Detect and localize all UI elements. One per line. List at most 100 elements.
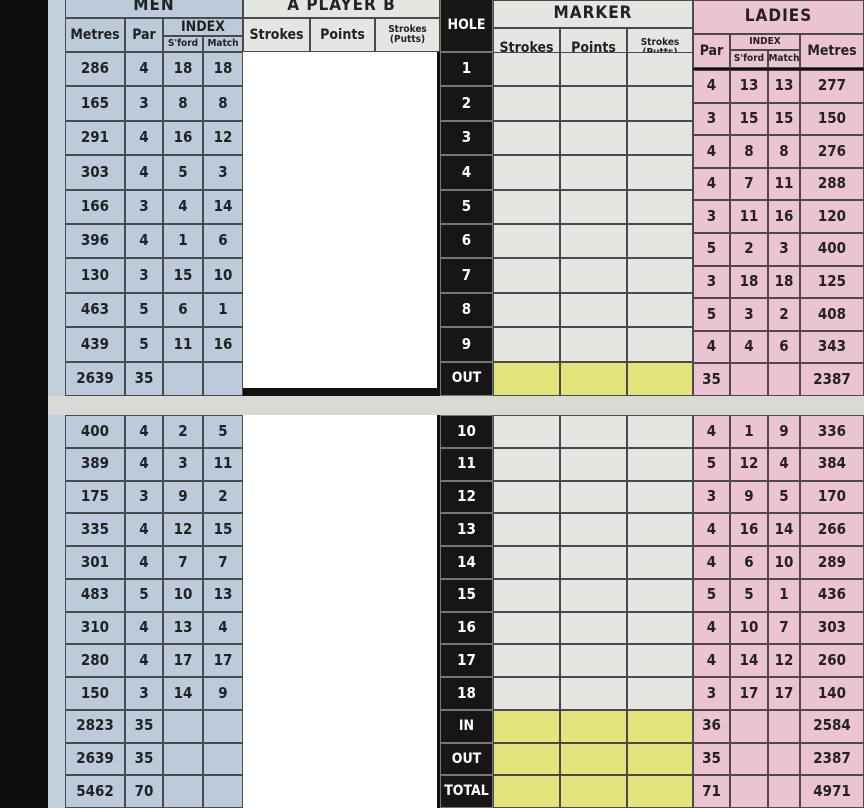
ladies-cell: 4 [693, 70, 730, 103]
hole-number: 18 [440, 677, 493, 710]
ladies-cell: 17 [768, 677, 800, 710]
ladies-cell: 8 [768, 135, 800, 168]
men-cell: 3 [163, 447, 203, 481]
marker-cell [627, 155, 693, 190]
ladies-total: 2387 [800, 363, 864, 396]
ladies-cell: 140 [800, 677, 864, 710]
ladies-cell: 11 [768, 167, 800, 201]
men-cell: 4 [125, 224, 163, 259]
column-header: Match [203, 36, 243, 52]
marker-total-cell [560, 709, 627, 743]
marker-cell [493, 327, 560, 362]
ladies-cell: 16 [768, 200, 800, 233]
ladies-cell: 408 [800, 298, 864, 331]
men-cell: 4 [125, 611, 163, 645]
men-cell: 10 [203, 258, 243, 293]
ladies-cell: 400 [800, 233, 864, 266]
men-cell: 3 [125, 258, 163, 293]
marker-cell [560, 644, 627, 677]
ladies-cell: 18 [730, 265, 768, 299]
marker-cell [560, 258, 627, 293]
column-header: S'ford [730, 50, 768, 68]
ladies-cell: 5 [693, 447, 730, 481]
ladies-cell: 10 [768, 546, 800, 579]
ladies-cell: 150 [800, 102, 864, 136]
marker-cell [493, 513, 560, 546]
men-cell: 3 [125, 189, 163, 224]
men-cell: 1 [203, 292, 243, 328]
men-cell: 335 [65, 513, 125, 546]
marker-cell [493, 546, 560, 579]
ladies-cell [768, 775, 800, 808]
column-header: Strokes (Putts) [375, 18, 440, 52]
marker-cell [560, 677, 627, 710]
men-cell: 14 [203, 189, 243, 224]
ladies-cell: 13 [768, 70, 800, 103]
hole-number: 11 [440, 447, 493, 481]
marker-total-cell [627, 742, 693, 776]
men-cell: 4 [125, 155, 163, 190]
men-cell: 8 [203, 86, 243, 121]
men-cell: 12 [163, 513, 203, 546]
ladies-cell: 384 [800, 447, 864, 481]
men-cell: 5 [163, 155, 203, 190]
column-header: Par [125, 18, 163, 52]
ladies-cell: 12 [768, 644, 800, 677]
ladies-cell: 15 [768, 102, 800, 136]
marker-cell [627, 292, 693, 328]
men-cell: 4 [125, 546, 163, 579]
ladies-cell: 15 [730, 102, 768, 136]
ladies-total: 2387 [800, 742, 864, 776]
ladies-cell: 1 [730, 415, 768, 448]
men-cell: 12 [203, 120, 243, 156]
marker-title: MARKER [493, 0, 693, 28]
men-cell: 7 [203, 546, 243, 579]
marker-cell [627, 513, 693, 546]
men-cell: 400 [65, 415, 125, 448]
men-total: 2823 [65, 709, 125, 743]
men-cell: 4 [203, 611, 243, 645]
marker-cell [493, 155, 560, 190]
hole-number: 16 [440, 611, 493, 645]
men-cell: 3 [125, 677, 163, 710]
men-cell: 130 [65, 258, 125, 293]
men-cell: 4 [125, 447, 163, 481]
ladies-cell: 3 [768, 233, 800, 266]
men-total: 2639 [65, 361, 125, 396]
men-cell: 9 [203, 677, 243, 710]
men-cell: 8 [163, 86, 203, 121]
marker-cell [627, 327, 693, 362]
ladies-cell: 343 [800, 330, 864, 364]
ladies-cell: 14 [730, 644, 768, 677]
column-header: Match [768, 50, 800, 68]
men-cell: 175 [65, 480, 125, 514]
hole-number: 3 [440, 120, 493, 156]
hole-number: 9 [440, 327, 493, 362]
ladies-total: 35 [693, 363, 730, 396]
ladies-cell: 14 [768, 513, 800, 546]
index-header: INDEX [730, 34, 800, 50]
men-cell: 483 [65, 578, 125, 612]
ladies-cell: 5 [730, 578, 768, 612]
ladies-cell: 4 [693, 513, 730, 546]
column-header: Metres [800, 34, 864, 68]
ladies-cell: 3 [693, 265, 730, 299]
marker-cell [627, 480, 693, 514]
column-header: Strokes [243, 18, 310, 52]
hole-number: 7 [440, 258, 493, 293]
hole-header: HOLE [440, 0, 493, 52]
men-cell: 6 [163, 292, 203, 328]
marker-cell [560, 52, 627, 87]
marker-cell [493, 189, 560, 224]
ladies-cell: 276 [800, 135, 864, 168]
marker-cell [493, 224, 560, 259]
ladies-cell: 4 [730, 330, 768, 364]
ladies-cell: 3 [730, 298, 768, 331]
marker-cell [493, 578, 560, 612]
ladies-cell: 5 [768, 480, 800, 514]
hole-number: 10 [440, 415, 493, 448]
ladies-cell: 2 [768, 298, 800, 331]
men-cell: 17 [203, 644, 243, 677]
men-cell: 2 [163, 415, 203, 448]
ladies-cell [768, 709, 800, 743]
